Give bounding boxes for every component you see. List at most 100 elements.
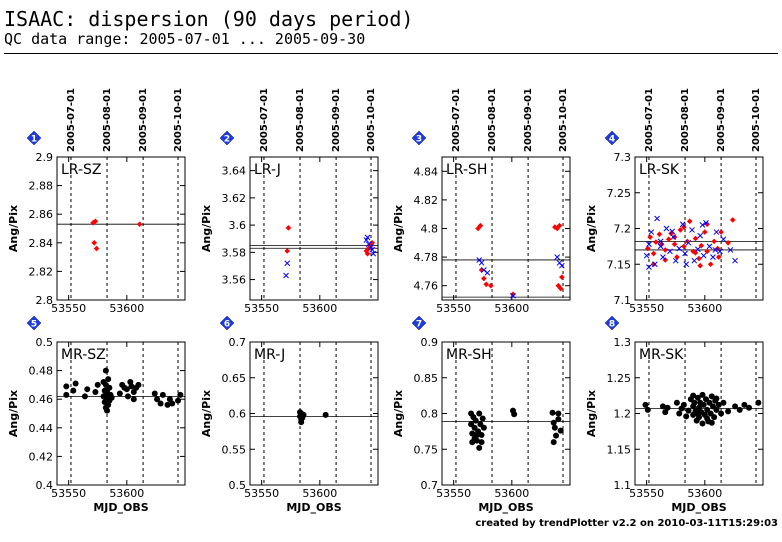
data-point (706, 243, 713, 250)
data-point (720, 236, 727, 243)
date-tick-label: 2005-08-01 (680, 88, 691, 152)
date-tick-label: 2005-08-01 (487, 88, 498, 152)
data-point (651, 261, 658, 268)
y-tick-label: 2.9 (36, 151, 54, 164)
panel-lr-sh: 2005-07-01 2005-08-01 2005-09-01 2005-10-01… (392, 88, 571, 315)
date-tick-label: 2005-09-01 (331, 88, 342, 152)
panel-label: MR-SH (446, 347, 492, 363)
y-tick-label: 0.5 (36, 336, 54, 349)
data-point (717, 248, 723, 255)
data-point (559, 274, 565, 280)
date-tick-label: 2005-10-01 (558, 88, 569, 152)
data-point (555, 416, 562, 423)
data-point (667, 248, 673, 255)
data-point (720, 399, 727, 406)
data-point (106, 384, 113, 391)
data-point (72, 380, 79, 387)
data-point (481, 275, 487, 282)
data-point (718, 229, 724, 235)
plot-frame (56, 156, 186, 301)
data-point (654, 215, 660, 222)
panel-lr-j: 2005-07-01 2005-08-01 2005-09-01 2005-10-01… (200, 88, 379, 315)
data-point (135, 381, 142, 388)
x-tick-label: 53600 (494, 302, 529, 315)
data-point (697, 232, 704, 239)
y-tick-label: 7.15 (607, 258, 632, 271)
footer-credit: created by trendPlotter v2.2 on 2010-03-… (475, 518, 778, 529)
data-point (694, 410, 701, 417)
data-point (707, 261, 714, 268)
date-tick-label: 2005-09-01 (523, 88, 534, 152)
y-tick-label: 1.25 (607, 372, 632, 385)
date-tick-label: 2005-10-01 (366, 88, 377, 152)
panel-badge-icon (411, 315, 427, 331)
y-tick-label: 0.75 (414, 443, 439, 456)
data-point (322, 411, 329, 418)
data-point (662, 247, 669, 253)
y-tick-label: 4.84 (414, 165, 439, 178)
data-point (725, 408, 732, 415)
data-point (736, 406, 743, 413)
data-point (708, 393, 715, 400)
data-point (657, 243, 664, 250)
data-point (685, 407, 692, 414)
data-point (478, 259, 485, 266)
data-point (136, 221, 143, 228)
data-point (479, 415, 486, 422)
panel-badge-number: 6 (224, 320, 230, 330)
y-tick-label: 1.15 (607, 443, 632, 456)
data-point (549, 409, 556, 416)
data-point (746, 404, 753, 411)
page-subtitle: QC data range: 2005-07-01 ... 2005-09-30 (4, 30, 366, 48)
panel-mr-sk: 1.1 1.15 1.2 1.25 1.3 53550 53600 Ang/Pix MJD_OB… (585, 315, 764, 514)
x-tick-label: 53550 (51, 487, 86, 500)
y-tick-label: 0.8 (421, 408, 439, 421)
data-point (692, 235, 699, 242)
data-point (682, 250, 688, 257)
data-point (550, 439, 557, 446)
y-tick-label: 0.7 (421, 479, 439, 492)
data-point (645, 245, 651, 252)
y-tick-label: 2.84 (29, 237, 54, 250)
data-point (686, 218, 693, 225)
data-point (123, 386, 130, 393)
data-point (681, 224, 687, 230)
data-point (657, 238, 664, 245)
data-point (478, 431, 485, 438)
panel-mr-j: 0.5 0.55 0.6 0.65 0.7 53550 53600 Ang/Pix MJD_OB… (200, 315, 379, 514)
data-point (553, 432, 560, 439)
y-axis-label: Ang/Pix (585, 390, 598, 437)
x-axis-label: MJD_OBS (671, 501, 726, 514)
data-point (70, 387, 77, 394)
data-point (692, 250, 699, 256)
data-point (685, 239, 692, 246)
data-point (676, 410, 683, 417)
data-point (511, 411, 518, 418)
data-point (554, 254, 561, 260)
data-point (369, 240, 375, 246)
data-point (677, 227, 684, 233)
y-tick-label: 2.86 (29, 208, 54, 221)
x-tick-label: 53550 (244, 302, 279, 315)
data-point (473, 431, 480, 438)
data-point (704, 248, 710, 255)
y-tick-label: 3.62 (222, 192, 247, 205)
y-tick-label: 4.76 (414, 280, 439, 293)
data-point (483, 281, 490, 288)
data-point (555, 282, 562, 289)
plot-frame (249, 341, 379, 486)
data-point (680, 401, 687, 408)
y-tick-label: 1.2 (614, 408, 632, 421)
data-point (91, 240, 98, 246)
y-tick-label: 0.55 (222, 443, 247, 456)
data-point (671, 241, 678, 248)
data-point (642, 401, 649, 408)
data-point (476, 410, 483, 417)
data-point (683, 261, 690, 268)
x-tick-label: 53600 (687, 302, 722, 315)
data-point (151, 390, 158, 397)
plot-frame (441, 156, 571, 301)
y-tick-label: 2.82 (29, 265, 54, 278)
date-tick-label: 2005-09-01 (138, 88, 149, 152)
